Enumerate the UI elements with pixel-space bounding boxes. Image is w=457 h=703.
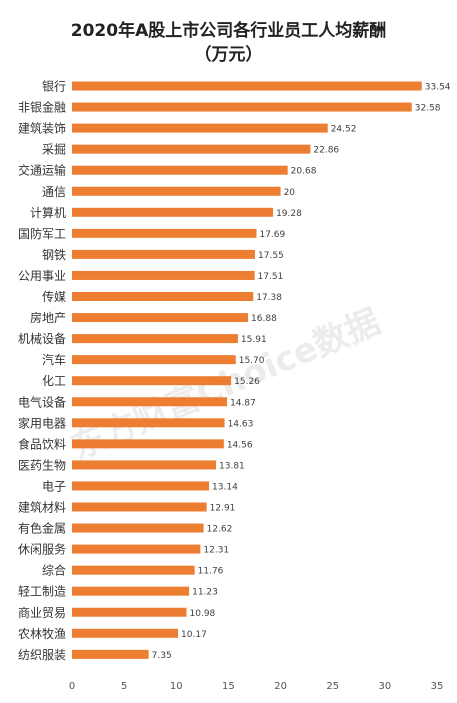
bar <box>72 565 195 575</box>
data-label: 24.52 <box>331 125 357 135</box>
bar <box>72 397 228 407</box>
data-label: 22.86 <box>313 146 339 156</box>
data-label: 17.38 <box>256 293 282 303</box>
bar <box>72 607 187 617</box>
bar <box>72 481 210 491</box>
category-label: 电气设备 <box>18 394 66 409</box>
bar <box>72 460 217 470</box>
data-label: 12.91 <box>210 504 236 514</box>
category-label: 纺织服装 <box>18 648 66 662</box>
data-label: 17.55 <box>258 251 284 261</box>
category-label: 交通运输 <box>18 163 66 178</box>
bar <box>72 502 207 512</box>
x-tick-label: 20 <box>274 681 287 692</box>
bar <box>72 292 254 301</box>
category-label: 非银金融 <box>18 100 66 115</box>
x-tick-label: 0 <box>69 681 75 692</box>
category-label: 银行 <box>42 80 66 94</box>
data-label: 10.17 <box>181 630 207 640</box>
data-label: 15.70 <box>239 356 265 366</box>
data-label: 15.26 <box>234 377 260 387</box>
x-tick-label: 15 <box>222 681 235 692</box>
bar <box>72 418 225 428</box>
category-label: 电子 <box>42 479 66 493</box>
chart-subtitle: （万元） <box>194 45 263 65</box>
x-tick-label: 10 <box>170 681 183 692</box>
bar <box>72 439 224 449</box>
data-label: 19.28 <box>276 209 302 219</box>
bar <box>72 376 232 386</box>
category-label: 医药生物 <box>18 458 66 472</box>
category-label: 综合 <box>42 563 66 578</box>
data-label: 12.62 <box>207 525 233 535</box>
category-label: 建筑材料 <box>18 500 66 515</box>
category-label: 农林牧渔 <box>18 627 66 641</box>
x-tick-label: 25 <box>326 681 339 692</box>
bar <box>72 649 149 659</box>
x-tick-label: 30 <box>378 681 391 692</box>
data-label: 14.56 <box>227 440 253 450</box>
data-label: 7.35 <box>152 651 172 661</box>
data-label: 16.88 <box>251 314 277 324</box>
category-label: 公用事业 <box>18 269 66 283</box>
category-label: 休闲服务 <box>18 542 66 557</box>
data-label: 32.58 <box>415 104 441 114</box>
category-label: 计算机 <box>30 205 66 220</box>
x-tick-label: 5 <box>121 681 127 692</box>
category-label: 食品饮料 <box>18 436 66 451</box>
bar <box>72 628 179 638</box>
category-label: 机械设备 <box>18 331 66 346</box>
bar <box>72 228 257 238</box>
data-label: 20.68 <box>291 167 317 177</box>
data-label: 20 <box>284 188 296 198</box>
data-label: 15.91 <box>241 335 267 345</box>
category-label: 化工 <box>42 374 66 388</box>
bar <box>72 165 288 175</box>
bar <box>72 144 311 154</box>
bar <box>72 586 190 596</box>
category-label: 国防军工 <box>18 226 66 241</box>
category-label: 轻工制造 <box>18 585 66 599</box>
category-label: 汽车 <box>42 352 66 367</box>
data-label: 17.51 <box>258 272 284 282</box>
bar <box>72 81 422 91</box>
data-label: 11.23 <box>192 588 218 598</box>
data-label: 11.76 <box>198 567 224 577</box>
data-label: 12.31 <box>203 546 229 556</box>
bar <box>72 249 256 259</box>
category-label: 通信 <box>42 185 66 199</box>
data-label: 17.69 <box>259 230 285 240</box>
category-label: 家用电器 <box>18 415 66 430</box>
bar <box>72 523 204 533</box>
category-label: 房地产 <box>30 310 66 325</box>
bar <box>72 544 201 554</box>
bar <box>72 313 249 323</box>
data-label: 14.63 <box>228 419 254 429</box>
category-label: 有色金属 <box>18 521 66 536</box>
bar <box>72 186 281 196</box>
category-label: 采掘 <box>42 142 66 157</box>
bar <box>72 102 412 112</box>
bar <box>72 270 255 280</box>
x-tick-label: 35 <box>431 681 444 692</box>
chart-title: 2020年A股上市公司各行业员工人均薪酬 <box>70 21 387 41</box>
category-label: 传媒 <box>42 289 66 304</box>
data-label: 14.87 <box>230 398 256 408</box>
category-label: 钢铁 <box>42 248 66 262</box>
data-label: 10.98 <box>190 609 216 619</box>
bar <box>72 334 238 344</box>
bar <box>72 207 274 217</box>
category-label: 建筑装饰 <box>18 121 66 136</box>
bar <box>72 123 328 133</box>
bar <box>72 355 236 365</box>
data-label: 13.14 <box>212 482 238 492</box>
data-label: 13.81 <box>219 461 245 471</box>
data-label: 33.54 <box>425 83 451 93</box>
category-label: 商业贸易 <box>18 605 66 620</box>
